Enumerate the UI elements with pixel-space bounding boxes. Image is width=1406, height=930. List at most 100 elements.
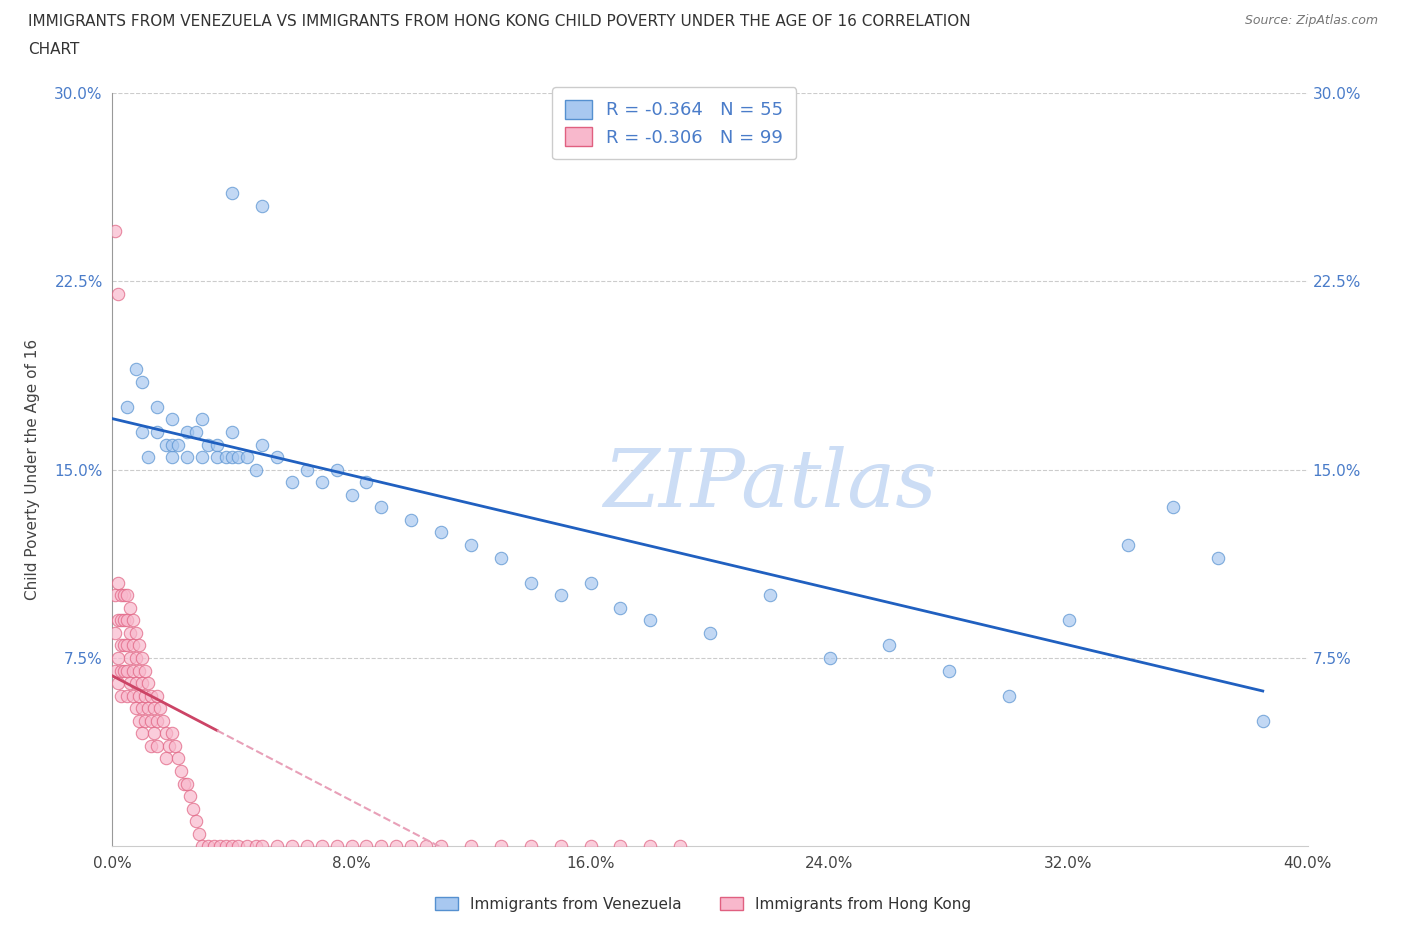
Point <box>356 474 378 489</box>
Point <box>131 424 153 439</box>
Point <box>131 374 153 389</box>
Point <box>117 613 139 628</box>
Point <box>250 839 273 854</box>
Point <box>1161 500 1184 515</box>
Y-axis label: Child Poverty Under the Age of 16: Child Poverty Under the Age of 16 <box>25 339 41 600</box>
Point <box>143 726 166 741</box>
Point <box>250 437 273 452</box>
Point <box>146 400 169 415</box>
Point <box>155 751 177 766</box>
Point <box>162 449 183 464</box>
Point <box>128 663 150 678</box>
Point <box>236 449 259 464</box>
Point <box>125 701 148 716</box>
Point <box>117 400 139 415</box>
Point <box>114 588 135 603</box>
Point <box>167 437 190 452</box>
Point <box>122 613 145 628</box>
Point <box>191 449 214 464</box>
Point <box>149 701 172 716</box>
Point <box>138 449 160 464</box>
Point <box>128 688 150 703</box>
Point <box>818 651 841 666</box>
Point <box>311 839 333 854</box>
Point <box>122 638 145 653</box>
Point <box>415 839 437 854</box>
Point <box>281 839 304 854</box>
Point <box>114 663 135 678</box>
Point <box>609 601 631 616</box>
Point <box>1251 713 1274 728</box>
Point <box>122 688 145 703</box>
Point <box>197 839 219 854</box>
Point <box>460 538 482 552</box>
Point <box>107 286 129 301</box>
Point <box>579 575 602 591</box>
Point <box>640 839 662 854</box>
Point <box>325 839 347 854</box>
Point <box>460 839 482 854</box>
Legend: R = -0.364   N = 55, R = -0.306   N = 99: R = -0.364 N = 55, R = -0.306 N = 99 <box>553 87 796 159</box>
Point <box>152 713 174 728</box>
Point <box>266 449 288 464</box>
Point <box>146 713 169 728</box>
Point <box>162 412 183 427</box>
Text: ZIPatlas: ZIPatlas <box>603 446 936 524</box>
Point <box>226 449 249 464</box>
Point <box>430 839 453 854</box>
Point <box>226 839 249 854</box>
Point <box>146 424 169 439</box>
Point <box>107 575 129 591</box>
Point <box>609 839 631 854</box>
Point <box>120 675 142 690</box>
Point <box>938 663 960 678</box>
Point <box>186 424 208 439</box>
Point <box>520 839 543 854</box>
Text: CHART: CHART <box>28 42 80 57</box>
Point <box>120 601 142 616</box>
Point <box>236 839 259 854</box>
Point <box>401 839 423 854</box>
Point <box>134 663 156 678</box>
Point <box>131 651 153 666</box>
Point <box>221 839 243 854</box>
Point <box>131 675 153 690</box>
Point <box>107 651 129 666</box>
Point <box>176 776 198 790</box>
Point <box>176 449 198 464</box>
Point <box>170 764 193 778</box>
Point <box>197 437 219 452</box>
Point <box>250 198 273 213</box>
Point <box>104 224 127 239</box>
Point <box>699 625 721 640</box>
Point <box>489 550 512 565</box>
Point <box>1057 613 1080 628</box>
Point <box>134 688 156 703</box>
Point <box>117 588 139 603</box>
Point <box>114 638 135 653</box>
Point <box>162 726 183 741</box>
Point <box>120 651 142 666</box>
Point <box>221 449 243 464</box>
Point <box>669 839 692 854</box>
Point <box>117 688 139 703</box>
Point <box>215 839 238 854</box>
Point <box>141 713 163 728</box>
Point <box>879 638 901 653</box>
Point <box>162 437 183 452</box>
Point <box>131 701 153 716</box>
Point <box>998 688 1021 703</box>
Point <box>191 839 214 854</box>
Point <box>110 688 132 703</box>
Point <box>146 688 169 703</box>
Point <box>1206 550 1229 565</box>
Point <box>215 449 238 464</box>
Point <box>209 839 232 854</box>
Point <box>167 751 190 766</box>
Point <box>370 500 392 515</box>
Point <box>245 839 267 854</box>
Point <box>179 789 201 804</box>
Point <box>759 588 782 603</box>
Legend: Immigrants from Venezuela, Immigrants from Hong Kong: Immigrants from Venezuela, Immigrants fr… <box>429 890 977 918</box>
Point <box>125 675 148 690</box>
